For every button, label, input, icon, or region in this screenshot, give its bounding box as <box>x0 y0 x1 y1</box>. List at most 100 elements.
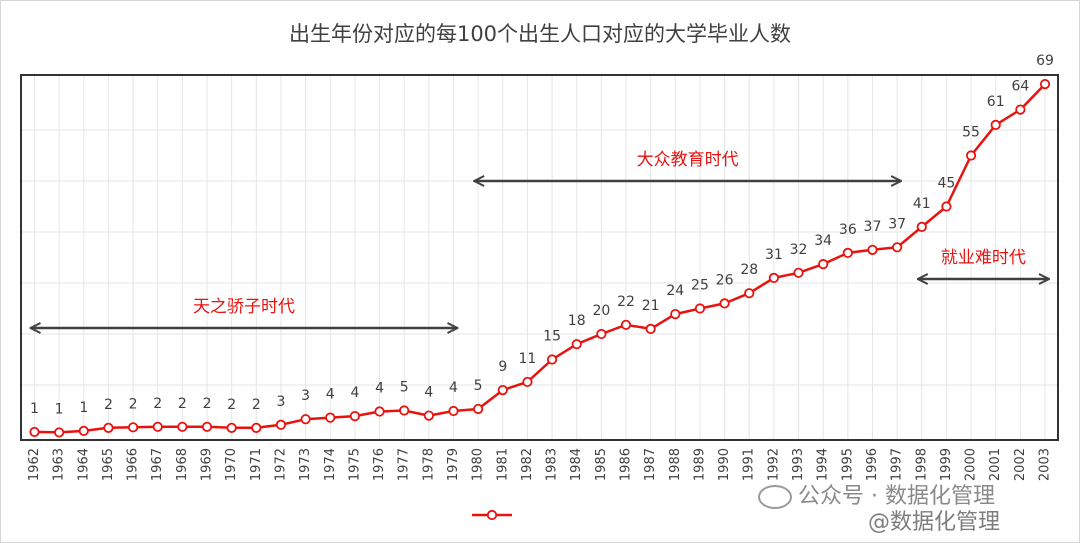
data-label: 28 <box>740 262 758 278</box>
x-tick-label: 1999 <box>939 448 954 481</box>
data-label: 2 <box>153 396 162 412</box>
data-label: 26 <box>716 272 734 288</box>
annotation-label: 就业难时代 <box>941 248 1026 268</box>
data-point <box>448 405 459 417</box>
x-tick-label: 1993 <box>791 448 806 481</box>
data-label: 2 <box>252 397 261 413</box>
data-point <box>596 328 607 340</box>
data-point <box>226 422 237 433</box>
data-point <box>54 427 65 438</box>
data-label: 21 <box>642 298 660 314</box>
data-label: 61 <box>987 94 1005 110</box>
data-label: 32 <box>790 242 808 258</box>
data-label: 9 <box>498 359 507 375</box>
x-tick-label: 1964 <box>76 448 91 481</box>
x-tick-label: 1970 <box>224 448 239 481</box>
data-point <box>29 426 40 438</box>
x-tick-label: 1979 <box>446 448 461 481</box>
data-point <box>201 421 213 432</box>
data-point <box>892 242 903 253</box>
data-point <box>1015 104 1026 115</box>
watermark-weibo: @数据化管理 <box>868 504 1000 536</box>
data-point <box>546 354 558 365</box>
data-point <box>620 319 632 330</box>
data-label: 18 <box>568 313 586 329</box>
x-tick-label: 2000 <box>964 448 979 481</box>
data-point <box>374 406 385 417</box>
data-label: 20 <box>592 303 610 319</box>
x-tick-label: 2003 <box>1038 448 1053 481</box>
data-point <box>670 309 681 320</box>
data-point <box>768 272 779 283</box>
data-point <box>177 421 188 432</box>
data-label: 3 <box>301 388 310 404</box>
x-tick-label: 2002 <box>1013 448 1028 481</box>
data-label: 31 <box>765 247 783 263</box>
data-point <box>694 303 706 314</box>
data-label: 5 <box>400 380 409 396</box>
watermark-text-2: @数据化管理 <box>868 510 1001 535</box>
data-label: 4 <box>424 385 433 401</box>
data-point <box>127 422 139 433</box>
data-point <box>744 288 755 299</box>
data-point <box>818 259 829 270</box>
data-point <box>251 422 262 433</box>
data-point <box>645 323 656 334</box>
x-tick-label: 1995 <box>840 448 855 481</box>
data-label: 24 <box>666 283 684 299</box>
data-point <box>275 419 287 430</box>
data-label: 4 <box>449 380 458 396</box>
data-point <box>916 221 927 232</box>
x-tick-label: 1971 <box>249 448 264 481</box>
data-label: 3 <box>277 394 286 410</box>
x-tick-label: 1974 <box>323 448 338 481</box>
x-tick-label: 1962 <box>27 448 42 481</box>
data-label: 4 <box>326 387 335 403</box>
x-tick-label: 1966 <box>126 448 141 481</box>
x-tick-label: 1963 <box>52 448 67 481</box>
watermark-wechat: 公众号 · 数据化管理 <box>758 478 995 510</box>
x-tick-label: 1992 <box>766 448 781 481</box>
wechat-icon <box>758 485 792 509</box>
data-point <box>103 422 114 433</box>
data-label: 64 <box>1011 79 1029 95</box>
legend-marker <box>486 509 498 521</box>
annotation-label: 天之骄子时代 <box>193 297 295 317</box>
data-point <box>793 267 804 278</box>
x-tick-label: 2001 <box>988 448 1003 481</box>
data-label: 25 <box>691 278 709 294</box>
x-tick-label: 1991 <box>742 448 757 481</box>
data-point <box>78 425 89 436</box>
x-tick-label: 1987 <box>643 448 658 481</box>
data-point <box>473 403 484 415</box>
x-tick-label: 1994 <box>816 448 831 481</box>
x-tick-label: 1968 <box>175 448 190 481</box>
x-tick-label: 1980 <box>471 448 486 481</box>
data-label: 5 <box>474 378 483 394</box>
data-label: 1 <box>79 400 88 416</box>
x-tick-label: 1990 <box>717 448 732 481</box>
x-tick-label: 1982 <box>520 448 535 481</box>
x-tick-label: 1973 <box>298 448 313 481</box>
data-point <box>867 244 878 255</box>
data-label: 45 <box>938 176 956 192</box>
x-tick-label: 1981 <box>495 448 510 481</box>
data-point <box>325 412 336 423</box>
data-label: 2 <box>178 396 187 412</box>
data-point <box>399 405 410 416</box>
watermark-text-1: 公众号 · 数据化管理 <box>798 484 995 509</box>
data-point <box>497 384 508 396</box>
series-line <box>34 83 1046 434</box>
data-point <box>300 414 311 425</box>
x-tick-label: 1985 <box>594 448 609 481</box>
data-label: 11 <box>519 351 537 367</box>
data-label: 1 <box>30 401 39 417</box>
x-tick-label: 1983 <box>545 448 560 481</box>
data-label: 37 <box>864 219 882 235</box>
data-label: 41 <box>913 196 931 212</box>
data-label: 36 <box>839 222 857 238</box>
data-label: 4 <box>375 381 384 397</box>
x-tick-label: 1975 <box>347 448 362 481</box>
x-tick-label: 1984 <box>569 448 584 481</box>
